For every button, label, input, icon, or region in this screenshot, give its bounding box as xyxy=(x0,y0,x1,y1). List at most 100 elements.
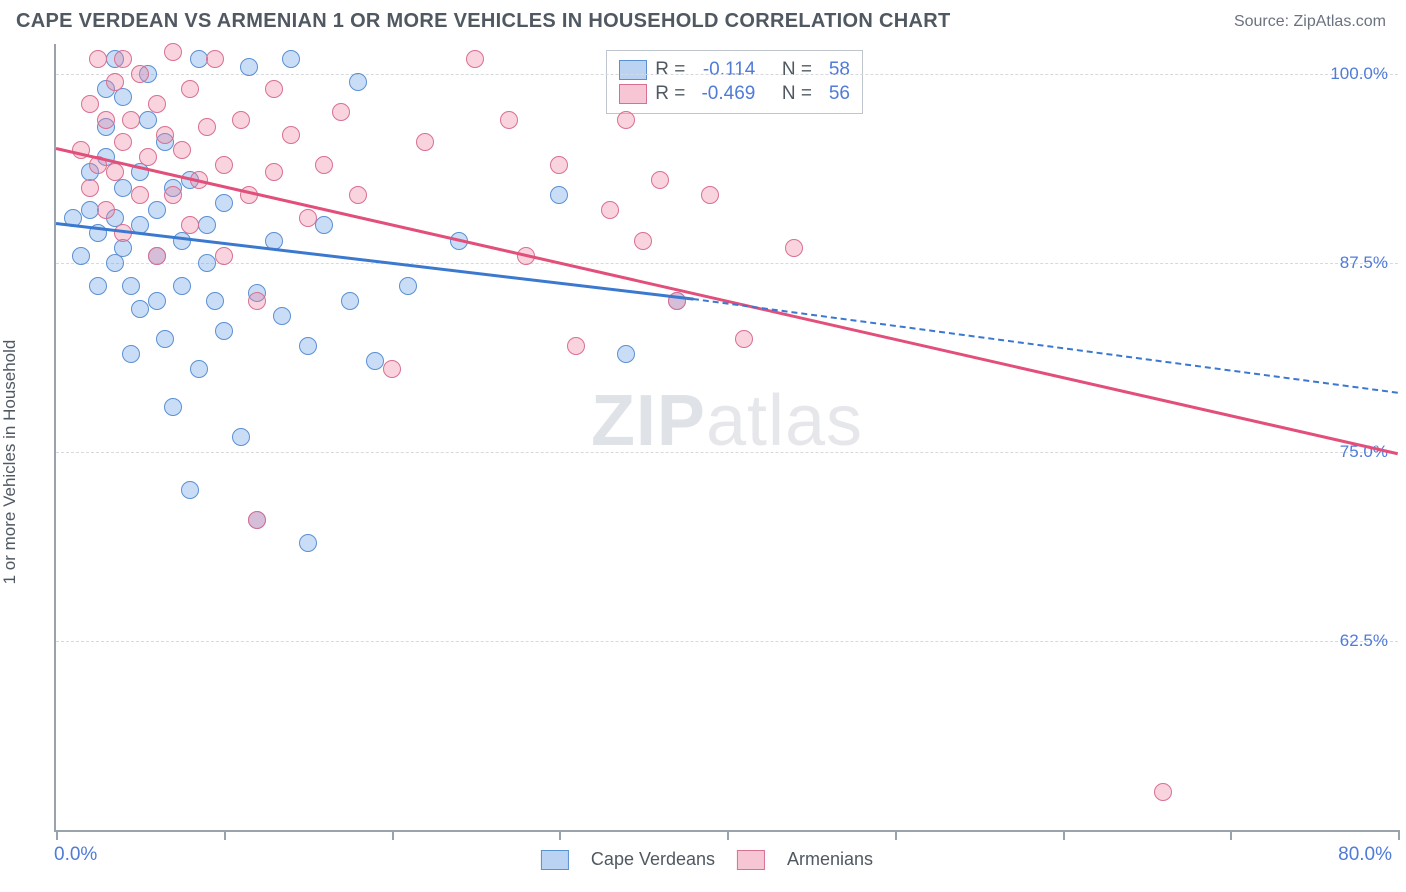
data-point xyxy=(500,111,518,129)
y-axis-label: 1 or more Vehicles in Household xyxy=(0,340,20,585)
data-point xyxy=(131,65,149,83)
data-point xyxy=(265,80,283,98)
data-point xyxy=(601,201,619,219)
x-tick xyxy=(1063,830,1065,840)
data-point xyxy=(785,239,803,257)
data-point xyxy=(190,50,208,68)
data-point xyxy=(81,95,99,113)
data-point xyxy=(349,186,367,204)
data-point xyxy=(114,50,132,68)
correlation-legend: R = -0.114 N = 58 R = -0.469 N = 56 xyxy=(606,50,863,114)
data-point xyxy=(156,126,174,144)
data-point xyxy=(617,345,635,363)
data-point xyxy=(366,352,384,370)
data-point xyxy=(148,247,166,265)
data-point xyxy=(106,73,124,91)
data-point xyxy=(206,292,224,310)
data-point xyxy=(282,126,300,144)
data-point xyxy=(181,216,199,234)
n-value-b: 56 xyxy=(820,83,850,105)
data-point xyxy=(164,43,182,61)
data-point xyxy=(273,307,291,325)
data-point xyxy=(617,111,635,129)
data-point xyxy=(148,95,166,113)
data-point xyxy=(131,186,149,204)
data-point xyxy=(122,277,140,295)
x-tick xyxy=(727,830,729,840)
data-point xyxy=(114,179,132,197)
source-label: Source: ZipAtlas.com xyxy=(1234,13,1386,31)
data-point xyxy=(190,360,208,378)
data-point xyxy=(97,201,115,219)
data-point xyxy=(164,398,182,416)
data-point xyxy=(735,330,753,348)
data-point xyxy=(383,360,401,378)
data-point xyxy=(89,50,107,68)
n-label: N = xyxy=(782,83,812,105)
data-point xyxy=(164,186,182,204)
n-value-a: 58 xyxy=(820,59,850,81)
x-tick xyxy=(895,830,897,840)
data-point xyxy=(206,50,224,68)
data-point xyxy=(173,141,191,159)
data-point xyxy=(550,186,568,204)
data-point xyxy=(122,111,140,129)
data-point xyxy=(114,133,132,151)
r-label: R = xyxy=(655,59,685,81)
data-point xyxy=(349,73,367,91)
data-point xyxy=(97,111,115,129)
data-point xyxy=(265,163,283,181)
swatch-cape-verdeans xyxy=(541,850,569,870)
data-point xyxy=(122,345,140,363)
data-point xyxy=(215,322,233,340)
data-point xyxy=(181,80,199,98)
data-point xyxy=(89,277,107,295)
data-point xyxy=(198,254,216,272)
data-point xyxy=(240,58,258,76)
data-point xyxy=(651,171,669,189)
data-point xyxy=(81,201,99,219)
legend-row-a: R = -0.114 N = 58 xyxy=(619,59,850,81)
trend-line xyxy=(693,298,1398,394)
gridline xyxy=(56,263,1398,264)
data-point xyxy=(248,511,266,529)
r-value-a: -0.114 xyxy=(693,59,755,81)
x-tick xyxy=(392,830,394,840)
data-point xyxy=(701,186,719,204)
r-value-b: -0.469 xyxy=(693,83,755,105)
data-point xyxy=(156,330,174,348)
data-point xyxy=(299,534,317,552)
data-point xyxy=(634,232,652,250)
chart-title: CAPE VERDEAN VS ARMENIAN 1 OR MORE VEHIC… xyxy=(16,10,950,33)
x-tick xyxy=(559,830,561,840)
data-point xyxy=(173,277,191,295)
data-point xyxy=(131,300,149,318)
gridline xyxy=(56,74,1398,75)
correlation-chart: 1 or more Vehicles in Household ZIPatlas… xyxy=(16,44,1398,880)
gridline xyxy=(56,452,1398,453)
gridline xyxy=(56,641,1398,642)
data-point xyxy=(466,50,484,68)
data-point xyxy=(72,247,90,265)
swatch-armenians xyxy=(737,850,765,870)
data-point xyxy=(198,216,216,234)
data-point xyxy=(215,247,233,265)
data-point xyxy=(299,209,317,227)
y-tick-label: 87.5% xyxy=(1340,253,1388,273)
data-point xyxy=(81,179,99,197)
data-point xyxy=(567,337,585,355)
x-axis-max-label: 80.0% xyxy=(1338,844,1392,866)
data-point xyxy=(399,277,417,295)
watermark: ZIPatlas xyxy=(591,380,863,462)
n-label: N = xyxy=(782,59,812,81)
data-point xyxy=(299,337,317,355)
x-axis-min-label: 0.0% xyxy=(54,844,97,866)
legend-row-b: R = -0.469 N = 56 xyxy=(619,83,850,105)
data-point xyxy=(181,481,199,499)
legend-label-b: Armenians xyxy=(787,849,873,870)
swatch-armenians xyxy=(619,84,647,104)
data-point xyxy=(341,292,359,310)
data-point xyxy=(550,156,568,174)
y-tick-label: 100.0% xyxy=(1330,64,1388,84)
data-point xyxy=(232,111,250,129)
